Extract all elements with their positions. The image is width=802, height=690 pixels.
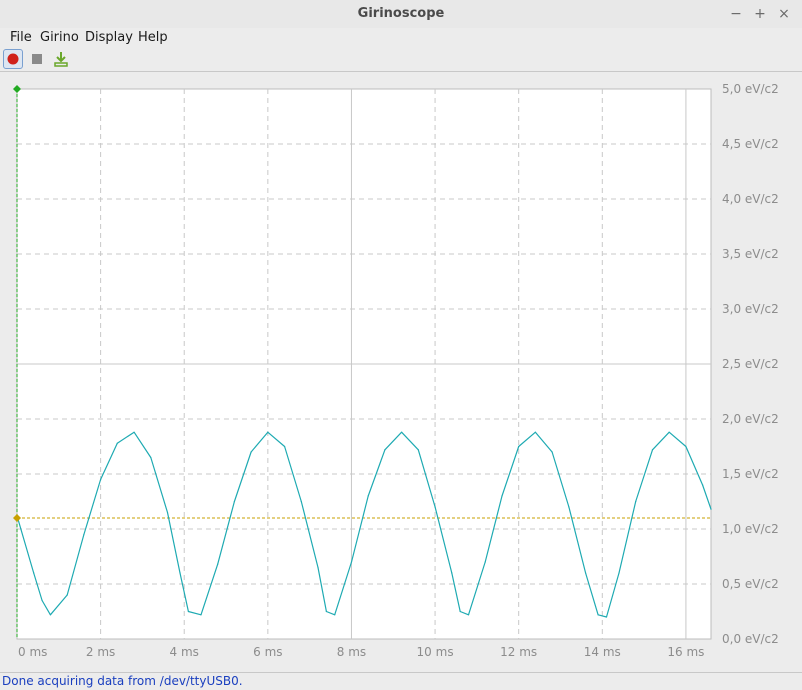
data-point [459,610,461,613]
data-point [618,572,620,574]
menu-help[interactable]: Help [138,30,168,45]
x-tick-label: 12 ms [500,645,537,659]
data-point [710,508,712,510]
menu-display[interactable]: Display [85,30,133,45]
menu-bar: File Girino Display Help [0,28,802,48]
data-point [401,431,403,433]
data-point [467,614,470,616]
record-icon [7,53,19,65]
data-point [267,431,269,433]
data-point [133,431,135,433]
x-tick-label: 0 ms [18,645,47,659]
data-point [568,506,570,508]
stop-icon [32,54,42,64]
data-point [250,451,252,453]
data-point [300,500,302,503]
data-point [150,456,152,459]
y-tick-label: 0,0 eV/c2 [722,632,779,646]
export-icon [54,52,68,67]
data-point [116,442,118,444]
data-point [233,500,235,503]
export-button[interactable] [51,49,71,69]
data-point [49,614,52,616]
window-title: Girinoscope [357,6,445,21]
data-point [217,563,219,565]
data-point [325,610,327,613]
data-point [83,533,85,536]
data-point [384,449,386,451]
status-bar: Done acquiring data from /dev/ttyUSB0. [0,672,802,690]
data-point [605,616,608,618]
cursor-marker-icon [13,85,21,93]
data-point [41,599,43,602]
y-tick-label: 4,5 eV/c2 [722,137,779,151]
record-button[interactable] [3,49,23,69]
data-point [668,431,670,433]
data-point [187,610,190,613]
title-bar: Girinoscope − + × [0,0,802,29]
data-point [635,500,637,503]
y-tick-label: 2,5 eV/c2 [722,357,779,371]
x-tick-label: 16 ms [667,645,704,659]
oscilloscope-plot[interactable]: 0,0 eV/c2 0,5 eV/c2 1,0 eV/c2 1,5 eV/c2 2,0 … [0,72,802,672]
x-tick-label: 4 ms [170,645,199,659]
data-point [350,561,353,563]
maximize-button[interactable]: + [754,6,766,22]
y-tick-label: 2,0 eV/c2 [722,412,779,426]
stop-button[interactable] [27,49,47,69]
signal-trace [16,431,712,618]
minimize-button[interactable]: − [730,6,742,22]
data-point [597,614,599,616]
close-button[interactable]: × [778,6,790,22]
x-tick-label: 10 ms [417,645,454,659]
data-point [685,445,687,448]
y-tick-label: 4,0 eV/c2 [722,192,779,206]
data-point [534,431,537,433]
data-point [166,511,169,514]
data-point [283,445,286,448]
x-tick-label: 8 ms [337,645,366,659]
data-point [518,445,520,448]
data-point [651,449,654,451]
x-tick-label: 6 ms [253,645,282,659]
trigger-marker-icon [13,514,21,522]
data-point [484,561,486,563]
data-point [451,572,453,574]
data-point [179,572,181,574]
toolbar [0,48,802,72]
data-point [334,614,336,616]
x-tick-label: 2 ms [86,645,115,659]
data-point [551,451,553,453]
data-point [434,506,436,508]
signal-chart[interactable]: 0,0 eV/c2 0,5 eV/c2 1,0 eV/c2 1,5 eV/c2 2,0 … [0,72,802,672]
status-text: Done acquiring data from /dev/ttyUSB0. [2,674,243,688]
x-tick-label: 14 ms [584,645,621,659]
y-tick-label: 5,0 eV/c2 [722,82,779,96]
data-point [200,614,202,616]
menu-girino[interactable]: Girino [40,30,79,45]
y-tick-label: 0,5 eV/c2 [722,577,779,591]
data-point [584,572,587,574]
data-point [100,478,102,481]
y-tick-label: 3,0 eV/c2 [722,302,779,316]
data-point [317,566,319,569]
y-tick-label: 1,5 eV/c2 [722,467,779,481]
data-point [66,594,68,596]
data-point [702,484,704,486]
data-point [501,495,503,497]
y-tick-label: 3,5 eV/c2 [722,247,779,261]
menu-file[interactable]: File [10,30,32,45]
data-point [417,449,419,451]
data-point [367,495,369,497]
y-tick-label: 1,0 eV/c2 [722,522,779,536]
data-point [33,572,35,574]
